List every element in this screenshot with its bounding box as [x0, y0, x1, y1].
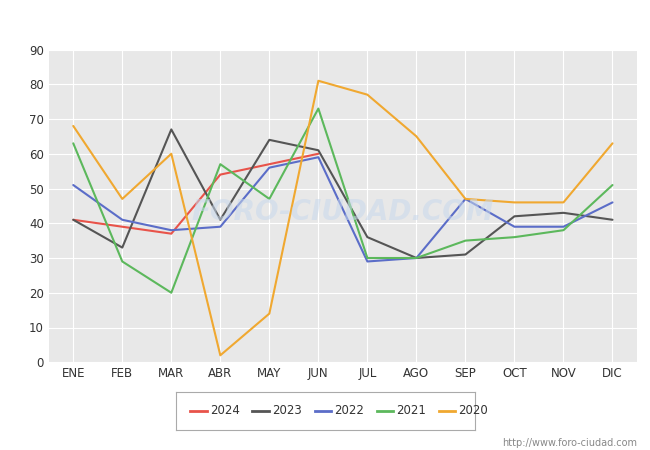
Text: 2021: 2021: [396, 404, 426, 417]
Text: FORO-CIUDAD.COM: FORO-CIUDAD.COM: [192, 198, 494, 226]
Text: 2024: 2024: [210, 404, 240, 417]
Text: 2020: 2020: [458, 404, 488, 417]
Text: 2022: 2022: [334, 404, 364, 417]
Text: http://www.foro-ciudad.com: http://www.foro-ciudad.com: [502, 438, 637, 448]
Text: 2023: 2023: [272, 404, 302, 417]
Text: Matriculaciones de Vehiculos en Santurtzi: Matriculaciones de Vehiculos en Santurtz…: [143, 12, 507, 30]
